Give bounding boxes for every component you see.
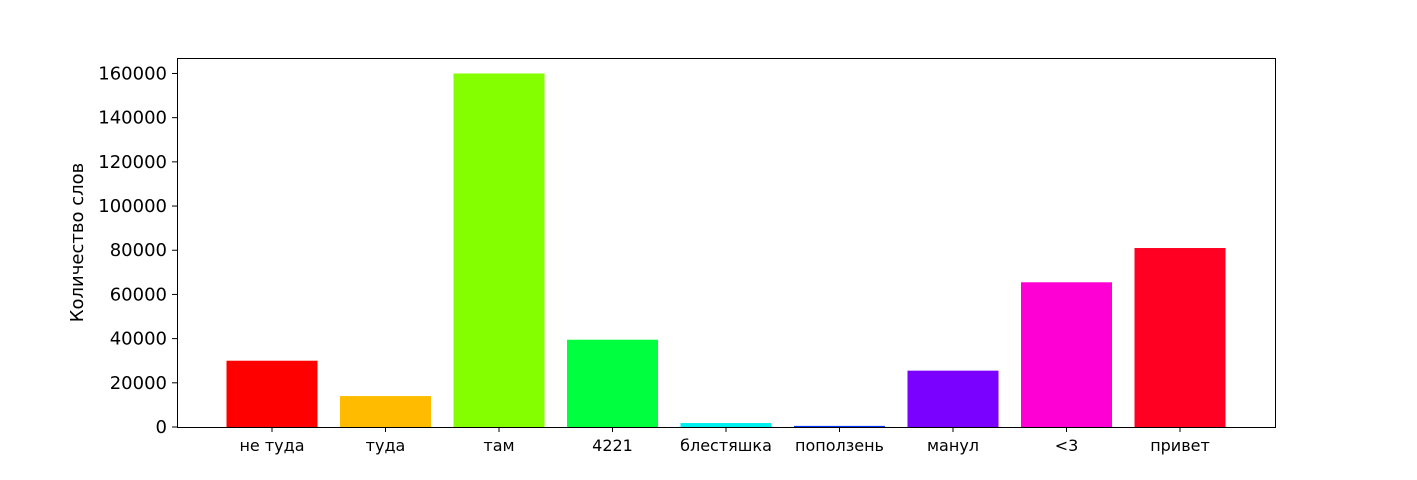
bar-1 <box>340 396 431 427</box>
bar-6 <box>907 370 999 427</box>
x-tick-label: <3 <box>1055 436 1079 455</box>
x-tick-label: туда <box>366 436 406 455</box>
bar-5 <box>794 425 885 427</box>
y-tick-label: 40000 <box>110 329 167 350</box>
bar-3 <box>567 339 658 427</box>
y-tick-label: 60000 <box>110 284 167 305</box>
y-tick-label: 80000 <box>110 240 167 261</box>
bar-4 <box>680 423 772 427</box>
x-tick-label: блестяшка <box>680 436 772 455</box>
y-axis-ticks: 0 20000 40000 60000 80000 100000 120000 140000 1… <box>98 63 177 438</box>
y-tick-label: 20000 <box>110 373 167 394</box>
bar-2 <box>453 73 545 427</box>
bars-group <box>226 73 1226 427</box>
x-tick-label: там <box>483 436 514 455</box>
y-tick-label: 120000 <box>98 152 167 173</box>
x-tick-label: манул <box>927 436 979 455</box>
x-axis-ticks: не туда туда там 4221 блестяшка поползень ману… <box>239 427 1210 455</box>
bar-7 <box>1021 282 1112 427</box>
y-tick-label: 100000 <box>98 196 167 217</box>
y-tick-label: 0 <box>156 417 167 438</box>
y-tick-label: 140000 <box>98 108 167 129</box>
x-tick-label: поползень <box>795 436 884 455</box>
x-tick-label: 4221 <box>592 436 633 455</box>
y-tick-label: 160000 <box>98 63 167 84</box>
plot-frame <box>177 58 1276 428</box>
y-axis-label: Количество слов <box>67 163 88 322</box>
bar-0 <box>226 360 318 427</box>
bar-8 <box>1134 248 1226 427</box>
x-tick-label: не туда <box>239 436 304 455</box>
x-tick-label: привет <box>1150 436 1210 455</box>
